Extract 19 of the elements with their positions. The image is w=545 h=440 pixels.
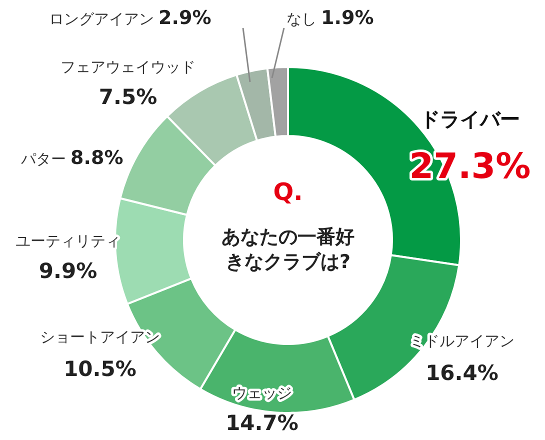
slice-label: フェアウェイウッド xyxy=(60,58,196,76)
slice-label: ウェッジ xyxy=(232,384,292,402)
data-label: 7.5% xyxy=(98,85,158,109)
slice-label: ユーティリティ xyxy=(16,232,120,250)
data-label: 16.4% xyxy=(426,361,498,385)
text: あなたの一番好きなクラブは? xyxy=(220,225,356,275)
data-label: 10.5% xyxy=(64,357,136,381)
data-label: 9.9% xyxy=(38,259,98,283)
slice-label: ドライバー xyxy=(420,107,520,131)
data-label: 2.9% xyxy=(158,7,212,29)
slice-label: なし xyxy=(286,10,322,28)
slice-label: パター xyxy=(20,150,71,168)
text: Q. xyxy=(273,178,303,206)
slice-label: ロングアイアン xyxy=(48,10,159,28)
slice-label: ショートアイアン xyxy=(40,328,160,346)
data-label: 8.8% xyxy=(70,147,124,169)
data-label: 1.9% xyxy=(321,7,374,29)
slice-label: ミドルアイアン xyxy=(410,332,514,350)
data-label: 14.7% xyxy=(226,411,298,435)
